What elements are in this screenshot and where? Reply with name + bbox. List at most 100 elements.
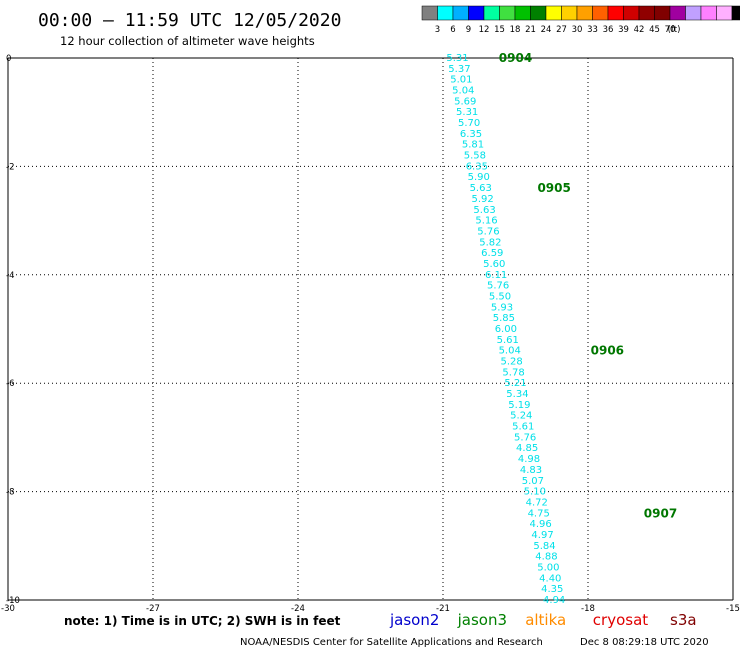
legend-swatch: [607, 5, 624, 21]
legend-label: 70: [665, 25, 676, 35]
y-tick-label: -8: [6, 488, 14, 498]
color-legend: 3 6 9 12 15 18 21 24 27 30 33 36 39 42 45 70(ft): [421, 5, 740, 35]
swh-point: 5.63: [473, 205, 495, 216]
swh-point: 5.82: [479, 237, 501, 248]
swh-point: 4.88: [535, 552, 557, 563]
swh-point: 5.85: [493, 313, 515, 324]
x-tick-label: -21: [436, 604, 450, 614]
legend-swatch: [499, 5, 516, 21]
swh-point: 5.69: [454, 96, 476, 107]
legend-swatch: [623, 5, 640, 21]
data-points: 5.315.375.015.045.695.315.706.355.815.58…: [446, 53, 565, 606]
legend-swatch: [452, 5, 469, 21]
swh-point: 4.85: [516, 443, 538, 454]
swh-point: 6.00: [495, 324, 517, 335]
swh-point: 6.59: [481, 248, 503, 259]
swh-point: 4.97: [531, 530, 553, 541]
satellite-name: altika: [525, 611, 566, 629]
legend-swatch: [685, 5, 702, 21]
legend-label: (ft): [668, 25, 681, 35]
swh-point: 4.83: [520, 465, 542, 476]
swh-point: 5.24: [510, 411, 532, 422]
legend-label: 15: [494, 25, 505, 35]
swh-point: 4.72: [526, 497, 548, 508]
swh-point: 5.01: [450, 75, 472, 86]
legend-label: 30: [572, 25, 583, 35]
legend-label: 3: [435, 25, 440, 35]
swh-point: 5.31: [446, 53, 468, 64]
x-tick-label: -18: [581, 604, 595, 614]
time-label: 0907: [644, 506, 677, 520]
satellite-name: cryosat: [593, 611, 648, 629]
legend-swatch: [669, 5, 686, 21]
swh-point: 5.34: [506, 389, 528, 400]
swh-point: 5.16: [475, 216, 497, 227]
legend-label: 42: [634, 25, 645, 35]
time-label: 0906: [591, 344, 624, 358]
swh-point: 5.76: [477, 226, 499, 237]
footer-credit: NOAA/NESDIS Center for Satellite Applica…: [240, 637, 543, 648]
legend-label: 27: [556, 25, 567, 35]
time-labels: 0904 0905 0906 0907: [499, 51, 677, 520]
legend-label: 24: [541, 25, 552, 35]
y-tick-label: -6: [6, 379, 14, 389]
legend-swatch: [437, 5, 454, 21]
legend-swatch: [421, 5, 438, 21]
x-tick-label: -15: [726, 604, 740, 614]
legend-label: 18: [510, 25, 521, 35]
swh-point: 5.07: [522, 476, 544, 487]
swh-point: 5.37: [448, 64, 470, 75]
axis-ticks: -30 -27 -24 -21 -18 -15 0 -2 -4 -6 -8 -10: [1, 54, 740, 614]
y-tick-label: 0: [6, 54, 11, 64]
legend-label: 6: [450, 25, 455, 35]
swh-point: 4.98: [518, 454, 540, 465]
swh-point: 5.61: [512, 422, 534, 433]
swh-point: 6.35: [466, 161, 488, 172]
swh-point: 5.21: [504, 378, 526, 389]
legend-label: 45: [649, 25, 660, 35]
legend-swatch: [530, 5, 547, 21]
legend-swatch: [468, 5, 485, 21]
swh-point: 4.35: [541, 584, 563, 595]
swh-point: 5.76: [487, 281, 509, 292]
swh-point: 5.61: [497, 335, 519, 346]
swh-point: 5.63: [470, 183, 492, 194]
swh-point: 5.19: [508, 400, 530, 411]
satellite-name: s3a: [670, 611, 697, 629]
legend-swatch: [483, 5, 500, 21]
legend-label: 39: [618, 25, 629, 35]
plot-grid: [7, 57, 734, 601]
y-tick-label: -2: [6, 162, 14, 172]
chart-title: 00:00 – 11:59 UTC 12/05/2020: [38, 10, 341, 31]
swh-point: 4.94: [543, 595, 565, 606]
swh-point: 5.00: [537, 562, 559, 573]
swh-point: 5.58: [464, 151, 486, 162]
swh-point: 5.70: [458, 118, 480, 129]
legend-label: 12: [479, 25, 490, 35]
legend-swatch: [576, 5, 593, 21]
legend-label: 9: [466, 25, 471, 35]
swh-point: 5.81: [462, 140, 484, 151]
swh-point: 5.90: [468, 172, 490, 183]
swh-point: 5.84: [533, 541, 555, 552]
y-tick-label: -4: [6, 271, 14, 281]
legend-label: 33: [587, 25, 598, 35]
swh-point: 4.40: [539, 573, 561, 584]
legend-swatch: [731, 5, 740, 21]
satellite-name: jason3: [457, 611, 507, 629]
swh-point: 5.92: [472, 194, 494, 205]
time-label: 0905: [537, 181, 570, 195]
swh-point: 5.60: [483, 259, 505, 270]
swh-point: 5.10: [524, 487, 546, 498]
satellite-legend: jason2 jason3 altika cryosat s3a: [389, 611, 697, 629]
legend-swatch: [654, 5, 671, 21]
legend-label: 21: [525, 25, 536, 35]
footer-timestamp: Dec 8 08:29:18 UTC 2020: [580, 637, 709, 648]
legend-swatch: [561, 5, 578, 21]
swh-point: 4.96: [530, 519, 552, 530]
x-tick-label: -27: [146, 604, 160, 614]
swh-point: 5.04: [452, 86, 474, 97]
swh-point: 6.11: [485, 270, 507, 281]
swh-point: 6.35: [460, 129, 482, 140]
